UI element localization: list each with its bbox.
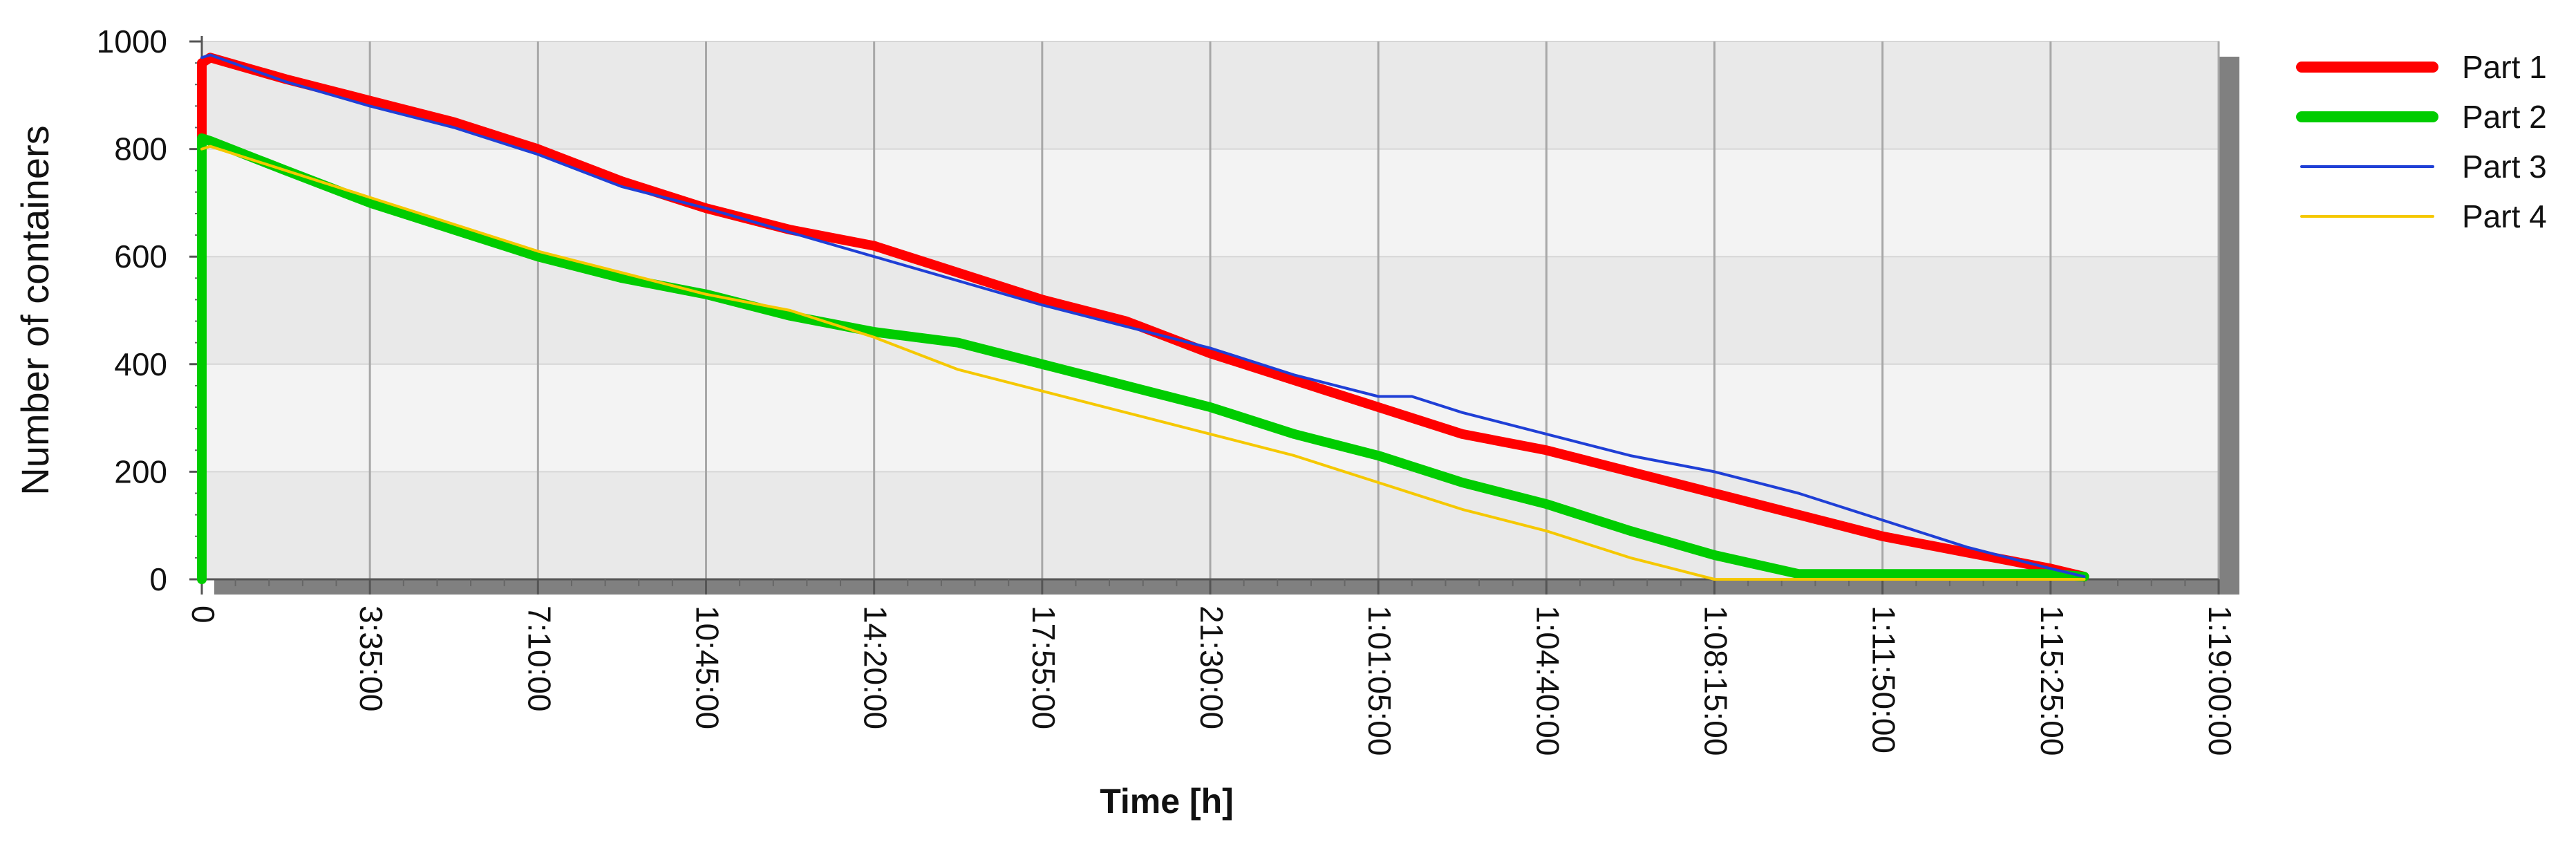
x-tick-label: 21:30:00 — [1194, 606, 1230, 729]
legend-label: Part 3 — [2462, 149, 2547, 185]
series-line-part-3 — [200, 53, 2086, 579]
y-axis-title: Number of containers — [13, 125, 57, 495]
x-tick-label: 10:45:00 — [690, 606, 726, 729]
legend-label: Part 4 — [2462, 198, 2547, 234]
legend: Part 1 Part 2 Part 3 Part 4 — [2296, 49, 2547, 234]
x-tick-label: 17:55:00 — [1026, 606, 1062, 729]
x-tick-label: 3:35:00 — [353, 606, 389, 711]
x-tick-label: 1:04:40:00 — [1530, 606, 1566, 756]
x-tick-label: 7:10:00 — [521, 606, 557, 711]
y-tick-label: 200 — [114, 453, 167, 489]
series-layer — [197, 53, 2089, 584]
series-line-part-4 — [200, 144, 2086, 581]
x-tick-label: 1:15:25:00 — [2034, 606, 2070, 756]
axes: 0 200 400 600 800 1000 0 3:35:00 7:10:00 10:45:00… — [97, 24, 2238, 756]
y-tick-label: 0 — [149, 561, 167, 597]
x-tick-label: 1:08:15:00 — [1698, 606, 1734, 756]
y-tick-label: 400 — [114, 346, 167, 382]
y-tick-label: 800 — [114, 131, 167, 167]
y-tick-label: 1000 — [97, 24, 167, 59]
x-tick-label: 0 — [185, 606, 221, 624]
series-line-part-2 — [197, 133, 2089, 584]
x-tick-label: 1:19:00:00 — [2202, 606, 2238, 756]
x-tick-label: 1:01:05:00 — [1362, 606, 1398, 756]
x-tick-label: 1:11:50:00 — [1866, 606, 1902, 754]
x-tick-label: 14:20:00 — [858, 606, 894, 729]
x-axis-title: Time [h] — [1100, 782, 1234, 821]
legend-label: Part 2 — [2462, 99, 2547, 135]
series-line-part-1 — [197, 53, 2089, 582]
legend-label: Part 1 — [2462, 49, 2547, 85]
y-tick-label: 600 — [114, 238, 167, 274]
